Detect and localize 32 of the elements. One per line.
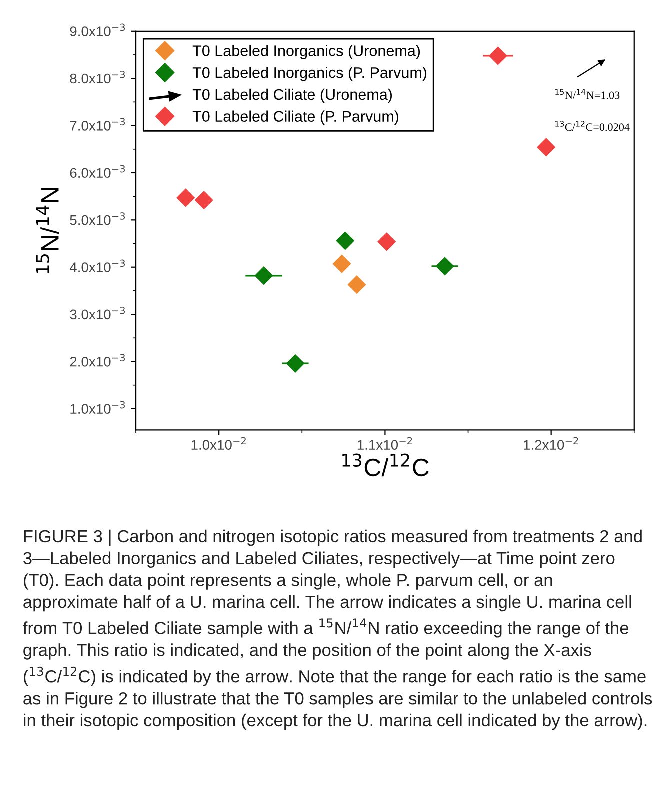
point bbox=[254, 266, 274, 286]
y-tick-label: 9.0x10$^{−3}$ bbox=[70, 24, 126, 36]
y-tick-label: 4.0x10$^{−3}$ bbox=[70, 260, 126, 272]
y-tick-label: 1.0x10$^{−3}$ bbox=[70, 401, 126, 414]
x-axis-title: $^{13}$C/$^{12}$C bbox=[342, 454, 429, 477]
y-tick-label: 5.0x10$^{−3}$ bbox=[70, 212, 126, 226]
y-tick-label: 7.0x10$^{−3}$ bbox=[70, 118, 126, 131]
y-tick-label: 3.0x10$^{−3}$ bbox=[70, 306, 126, 320]
point bbox=[286, 354, 305, 373]
x-tick-label: 1.2x10$^{−2}$ bbox=[524, 437, 578, 450]
point bbox=[332, 254, 352, 274]
y-tick-label: 6.0x10$^{−3}$ bbox=[70, 165, 126, 178]
x-tick-label: 1.1x10$^{−2}$ bbox=[358, 437, 412, 450]
point bbox=[348, 276, 366, 294]
y-tick-label: 8.0x10$^{−3}$ bbox=[70, 70, 126, 84]
legend-label: T0 Labeled Inorganics (P. Parvum) bbox=[192, 67, 427, 82]
text: FIGURE 3 | Carbon and nitrogen isotopic ratios measured from treatments 2 and 3—Labeled Inorganics and Labeled Ciliates, respectively—at Time point zero (T0). Each data point represents a single, whole P. parvum cell, or an approximate half of a U. marina cell. The arrow indicates a single U. marina cell from T0 Labeled Ciliate sample with a $^{15}$N/$^{14}$N ratio exceeding the range of the graph. This ratio is indicated, and the position of the point along the X-axis ($^{13}$C/$^{12}$C) is indicated by the arrow. Note that the range for each ratio is the same as in Figure 2 to illustrate that the T0 samples are similar to the unlabeled controls in their isotopic composition (except for the U. marina cell indicated by the arrow). bbox=[23, 530, 652, 730]
point bbox=[194, 191, 214, 210]
point bbox=[336, 232, 355, 250]
point bbox=[537, 138, 556, 157]
point bbox=[436, 257, 454, 276]
x-tick-label: 1.0x10$^{−2}$ bbox=[192, 437, 246, 450]
point bbox=[378, 232, 396, 252]
point bbox=[176, 188, 196, 208]
point bbox=[488, 46, 508, 66]
annotation: $^{15}$N/$^{14}$N=1.03 bbox=[556, 89, 620, 100]
legend-label: T0 Labeled Ciliate (Uronema) bbox=[192, 88, 392, 104]
y-axis-title: $^{15}$N/$^{14}$N bbox=[36, 188, 59, 274]
legend-label: T0 Labeled Ciliate (P. Parvum) bbox=[192, 110, 399, 126]
annotation: $^{13}$C/$^{12}$C=0.0204 bbox=[556, 120, 630, 132]
y-tick-label: 2.0x10$^{−3}$ bbox=[70, 354, 126, 367]
legend-label: T0 Labeled Inorganics (Uronema) bbox=[192, 45, 420, 60]
